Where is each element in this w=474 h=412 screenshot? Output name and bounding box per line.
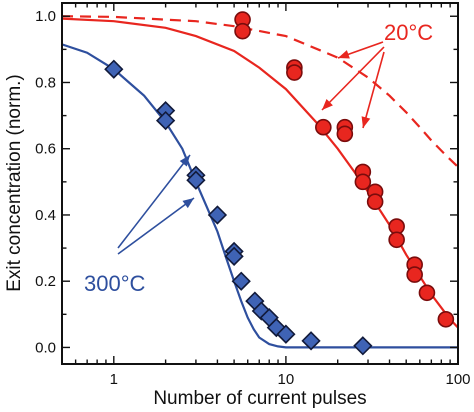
data-point-red-3 [286, 64, 303, 81]
y-tick-label-2: 0.4 [35, 207, 56, 224]
fit-curve-red-dashed [62, 15, 458, 168]
arrow-red-solid-shaft [321, 46, 385, 111]
arrow-blue-points-shaft [117, 197, 195, 255]
x-axis-label: Number of current pulses [153, 388, 366, 409]
annotation-blue: 300°C [84, 271, 146, 296]
y-tick-label-1: 0.2 [35, 273, 56, 290]
y-tick-label-3: 0.6 [35, 141, 56, 158]
data-point-red-1 [234, 22, 251, 40]
arrow-red-points-shaft [362, 51, 385, 129]
data-point-red-16 [437, 310, 455, 328]
data-point-blue-13 [276, 324, 296, 344]
data-point-red-12 [388, 231, 405, 249]
data-point-blue-8 [231, 271, 251, 291]
arrow-red-solid-head [322, 99, 333, 110]
data-point-red-8 [354, 173, 372, 191]
y-tick-label-0: 0.0 [35, 339, 56, 356]
plot-area [62, 11, 458, 356]
data-point-blue-7 [224, 246, 244, 266]
annotations: 20°C 300°C [84, 20, 433, 296]
arrow-red-points-head [361, 116, 371, 128]
arrow-blue-points-head [182, 198, 194, 209]
x-tick-label-1: 10 [278, 371, 295, 388]
x-tick-label-0: 1 [110, 371, 118, 388]
data-point-red-6 [336, 125, 354, 143]
data-point-blue-15 [353, 336, 373, 356]
data-point-blue-0 [104, 59, 124, 79]
data-point-blue-14 [301, 331, 321, 351]
data-point-red-14 [406, 266, 423, 283]
y-tick-label-5: 1.0 [35, 8, 56, 25]
y-tick-label-4: 0.8 [35, 74, 56, 91]
data-point-blue-2 [155, 110, 176, 131]
x-tick-label-2: 100 [445, 371, 470, 388]
data-point-blue-5 [207, 205, 228, 225]
arrow-red-dashed-head [338, 50, 350, 59]
axis-ticks: 1 10 100 0.0 0.2 0.4 0.6 0.8 1.0 [35, 3, 471, 388]
data-point-red-10 [366, 193, 384, 211]
plot-frame [61, 2, 459, 365]
arrow-blue-curve-head [179, 155, 190, 167]
y-axis-label: Exit concentration (norm.) [4, 74, 25, 292]
arrow-blue-curve-shaft [117, 154, 191, 249]
data-point-red-4 [315, 118, 332, 136]
annotation-red: 20°C [384, 20, 433, 45]
data-point-red-15 [418, 284, 436, 302]
data-point-blue-4 [186, 170, 206, 190]
